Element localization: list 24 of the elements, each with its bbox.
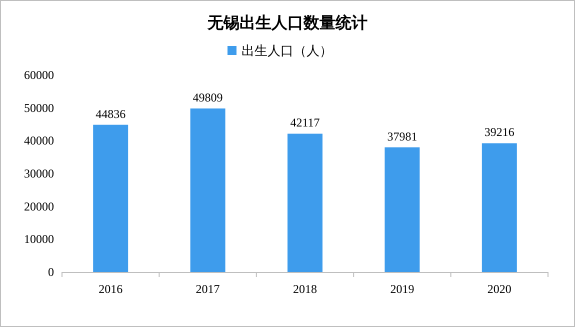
- x-tick-label: 2017: [196, 282, 220, 296]
- bar: [384, 147, 420, 272]
- bar: [288, 134, 322, 272]
- y-tick-label: 10000: [24, 232, 54, 246]
- y-tick-label: 0: [48, 265, 54, 279]
- x-tick-label: 2020: [487, 282, 512, 296]
- y-tick-label: 20000: [24, 199, 54, 214]
- y-tick-label: 40000: [24, 134, 54, 148]
- legend-label: 出生人口（人）: [242, 44, 332, 59]
- bar: [190, 108, 226, 272]
- x-tick-label: 2019: [390, 282, 414, 296]
- x-tick-label: 2016: [98, 282, 123, 296]
- bar: [482, 143, 517, 272]
- data-label: 39216: [484, 125, 514, 140]
- data-label: 42117: [290, 116, 320, 130]
- x-tick-label: 2018: [293, 282, 317, 296]
- chart-title: 无锡出生人口数量统计: [206, 13, 368, 32]
- data-label: 49809: [192, 90, 223, 104]
- y-tick-label: 60000: [24, 68, 54, 82]
- data-label: 37981: [387, 129, 418, 144]
- bar: [93, 124, 128, 272]
- y-tick-label: 50000: [24, 100, 54, 115]
- y-tick-label: 30000: [24, 166, 54, 180]
- data-label: 44836: [96, 106, 126, 121]
